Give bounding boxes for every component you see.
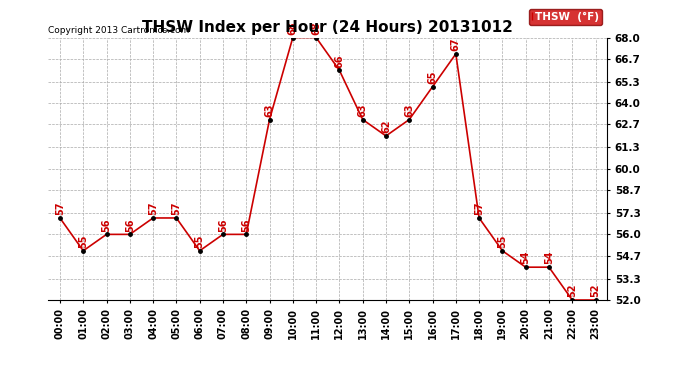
Text: 57: 57 [474, 202, 484, 215]
Text: 67: 67 [451, 38, 461, 51]
Text: 55: 55 [78, 234, 88, 248]
Text: 63: 63 [404, 103, 414, 117]
Text: 55: 55 [497, 234, 507, 248]
Text: 62: 62 [381, 120, 391, 133]
Text: 56: 56 [241, 218, 251, 232]
Text: 56: 56 [218, 218, 228, 232]
Text: 63: 63 [357, 103, 368, 117]
Text: 68: 68 [288, 21, 298, 35]
Text: 68: 68 [311, 21, 321, 35]
Text: 54: 54 [521, 251, 531, 264]
Text: 54: 54 [544, 251, 554, 264]
Text: 52: 52 [567, 284, 578, 297]
Text: 55: 55 [195, 234, 205, 248]
Text: 65: 65 [428, 70, 437, 84]
Title: THSW Index per Hour (24 Hours) 20131012: THSW Index per Hour (24 Hours) 20131012 [142, 20, 513, 35]
Text: 56: 56 [125, 218, 135, 232]
Text: 57: 57 [171, 202, 181, 215]
Text: 56: 56 [101, 218, 112, 232]
Text: 57: 57 [55, 202, 65, 215]
Text: 57: 57 [148, 202, 158, 215]
Text: 63: 63 [264, 103, 275, 117]
Text: 66: 66 [335, 54, 344, 68]
Text: 52: 52 [591, 284, 600, 297]
Text: Copyright 2013 Cartronics.com: Copyright 2013 Cartronics.com [48, 26, 190, 35]
Legend: THSW  (°F): THSW (°F) [529, 9, 602, 25]
